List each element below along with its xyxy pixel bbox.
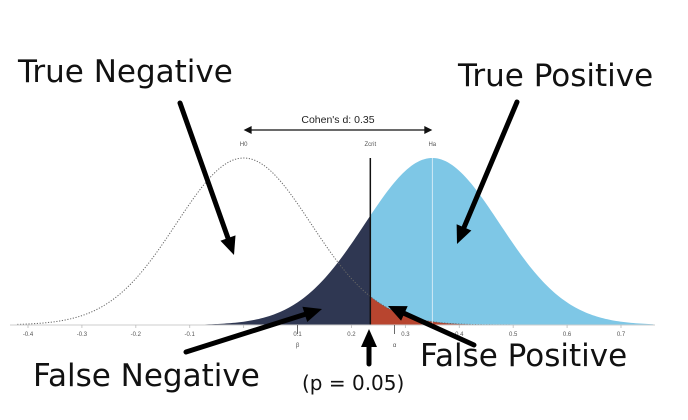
effect-arrow-head-left [243,126,252,134]
false-negative-arrow-shaft [183,311,308,355]
true-negative-arrow [177,100,236,255]
p-value-arrow-head [361,329,377,347]
effect-size-label: Cohen's d: 0.35 [301,114,374,126]
x-tick-label: 0.6 [563,332,572,338]
beta-label: β [296,343,300,349]
alpha-label: α [393,343,397,349]
annotation-arrows [177,99,520,367]
true-positive-region [370,158,654,325]
x-tick-label: -0.3 [77,332,88,338]
false-positive-arrow-head [388,306,408,321]
true-negative-label: True Negative [17,54,233,90]
h0-label: H0 [240,142,248,148]
p-value-arrow [361,329,377,367]
x-tick-label: -0.2 [131,332,142,338]
true-positive-label: True Positive [457,58,653,94]
true-negative-arrow-shaft [177,100,231,241]
x-tick-label: 0.3 [401,332,410,338]
true-positive-arrow [456,99,520,244]
x-axis: -0.4-0.3-0.2-0.100.10.20.30.40.50.60.7βα [10,324,655,349]
false-positive-region [370,296,568,325]
x-tick-label: 0.5 [509,332,518,338]
false-negative-arrow [183,306,322,355]
false-negative-region [71,215,371,325]
x-tick-label: -0.1 [185,332,196,338]
x-tick-label: 0.7 [617,332,626,338]
false-positive-arrow-shaft [401,310,477,348]
true-negative-arrow-head [220,235,236,255]
distribution-curves [17,157,654,326]
false-positive-label: False Positive [420,338,627,374]
x-tick-label: 0.1 [293,332,302,338]
x-tick-label: 0.2 [347,332,356,338]
effect-arrow-head-right [424,126,433,134]
false-negative-label: False Negative [33,358,260,394]
true-positive-arrow-shaft [461,99,520,230]
critical-value-label: Zcrit [364,142,376,148]
false-negative-arrow-head [302,306,322,323]
effect-size-indicator: Cohen's d: 0.35 H0 Ha Zcrit [240,114,437,148]
x-tick-label: 0.4 [455,332,464,338]
true-positive-arrow-head [456,224,472,244]
x-tick-label: -0.4 [23,332,34,338]
ha-label: Ha [428,142,436,148]
false-positive-arrow [388,306,477,348]
p-value-note: (p = 0.05) [302,371,404,395]
